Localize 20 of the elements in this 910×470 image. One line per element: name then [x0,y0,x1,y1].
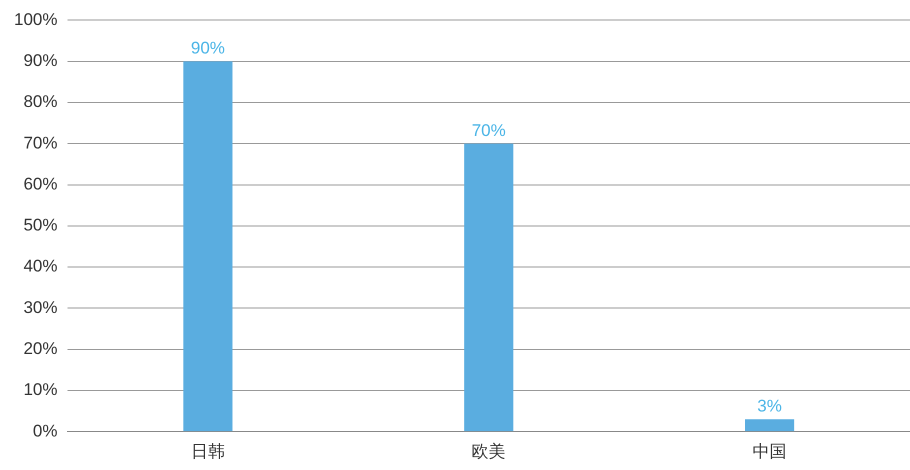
y-tick-label: 50% [23,216,58,235]
data-label: 90% [190,38,225,58]
bar [183,61,232,432]
y-tick-label: 10% [23,380,58,400]
y-tick-label: 70% [23,133,58,152]
data-label: 3% [757,396,782,416]
y-tick-label: 60% [23,174,58,194]
x-tick-label: 日韩 [190,442,225,462]
y-tick-label: 0% [32,421,58,440]
x-tick-label: 中国 [752,442,787,462]
x-tick-label: 欧美 [472,442,506,462]
y-tick-label: 90% [23,51,58,70]
y-tick-label: 100% [14,10,58,29]
bar [464,144,514,432]
data-label: 70% [472,120,506,140]
y-tick-label: 20% [23,339,58,358]
y-tick-label: 80% [23,92,58,112]
y-tick-label: 30% [23,298,58,317]
y-tick-label: 40% [23,256,58,276]
bar [745,419,794,432]
